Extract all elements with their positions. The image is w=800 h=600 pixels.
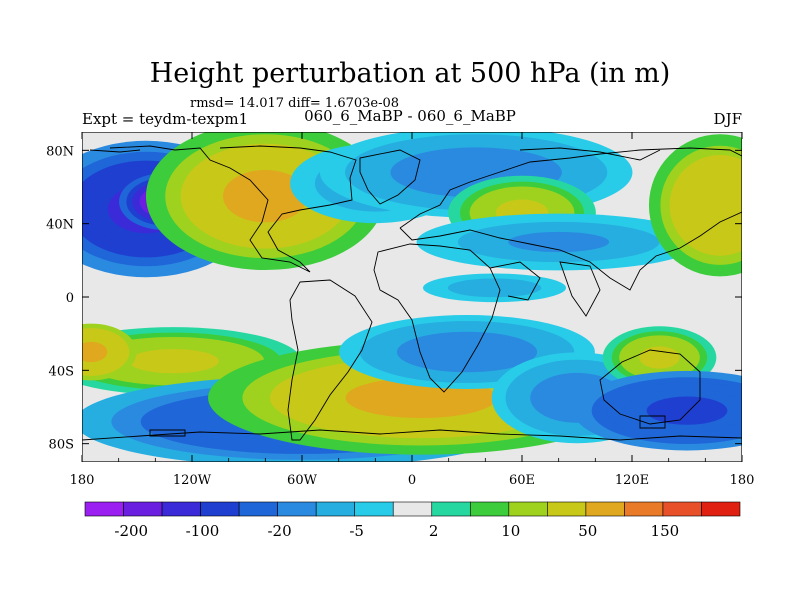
contour-fill-layer [82,132,742,462]
contour-band [464,281,525,294]
colorbar-swatch [123,501,163,517]
colorbar-label: 2 [429,522,439,540]
colorbar-swatch [585,501,625,517]
contour-band [646,396,728,425]
colorbar-label: 150 [651,522,680,540]
colorbar-swatch [238,501,278,517]
coastline-africa [373,243,501,393]
contour-band [222,169,308,223]
y-tick-label: 80N [46,144,74,159]
x-tick-label: 180 [70,473,95,488]
comparison-label: 060_6_MaBP - 060_6_MaBP [304,107,516,125]
colorbar-swatch [431,501,471,517]
colorbar-swatch [392,501,433,517]
map-field [82,132,742,462]
chart-title: Height perturbation at 500 hPa (in m) [150,58,671,89]
x-axis: 180 120W 60W 0 60E 120E 180 [70,132,755,488]
colorbar-swatch [354,501,394,517]
y-tick-label: 80S [49,438,74,453]
coastline-antarctica [82,429,742,441]
coastline-australia [599,349,701,425]
colorbar-swatch [161,501,201,517]
colorbar-swatch [315,501,356,517]
field-anomaly-9 [82,323,137,381]
x-tick-label: 0 [408,473,416,488]
field-anomaly-7 [648,134,742,277]
colorbar-swatch [84,501,124,517]
colorbar: -200 -100 -20 -5 2 10 50 150 [84,501,741,540]
y-tick-label: 40N [46,218,74,233]
y-tick-label: 40S [49,364,74,379]
y-axis: 80N 40N 0 40S 80S [46,144,742,453]
coastline-layer [82,145,742,441]
colorbar-label: 50 [578,522,597,540]
contour-band [694,180,742,231]
contour-band [82,341,108,363]
coastline-eurasia [399,147,742,291]
field-anomaly-15 [573,370,742,451]
coastline-south-america [287,279,373,441]
x-tick-label: 60W [287,473,318,488]
coastline-north-america [109,145,357,273]
contour-band [421,338,513,366]
y-tick-label: 0 [66,291,74,306]
colorbar-label: 10 [501,522,520,540]
season-label: DJF [714,110,742,128]
colorbar-label: -100 [186,522,220,540]
colorbar-swatch [701,501,741,517]
colorbar-swatch [624,501,664,517]
field-anomaly-2 [146,132,385,271]
field-anomaly-6 [416,213,701,271]
colorbar-swatch [200,501,240,517]
coastline-southern-islands [149,415,666,437]
colorbar-swatch [277,501,317,517]
field-anomaly-16 [409,270,580,305]
contour-band [639,346,680,369]
colorbar-swatch [662,501,702,517]
coastline-arctic-islands [89,147,661,161]
x-tick-label: 120E [615,473,649,488]
colorbar-label: -20 [267,522,291,540]
stats-text: rmsd= 14.017 diff= 1.6703e-08 [190,96,399,111]
contour-band [128,349,220,374]
coastline-arabia-india [489,261,601,317]
colorbar-label: -200 [114,522,148,540]
colorbar-label: -5 [349,522,364,540]
x-tick-label: 60E [509,473,535,488]
colorbar-swatch [547,501,587,517]
x-tick-label: 120W [173,473,212,488]
coastline-greenland [359,149,421,205]
colorbar-swatch [469,501,510,517]
contour-band [508,231,610,253]
colorbar-swatch [508,501,548,517]
x-tick-label: 180 [730,473,755,488]
experiment-label: Expt = teydm-texpm1 [82,110,248,128]
